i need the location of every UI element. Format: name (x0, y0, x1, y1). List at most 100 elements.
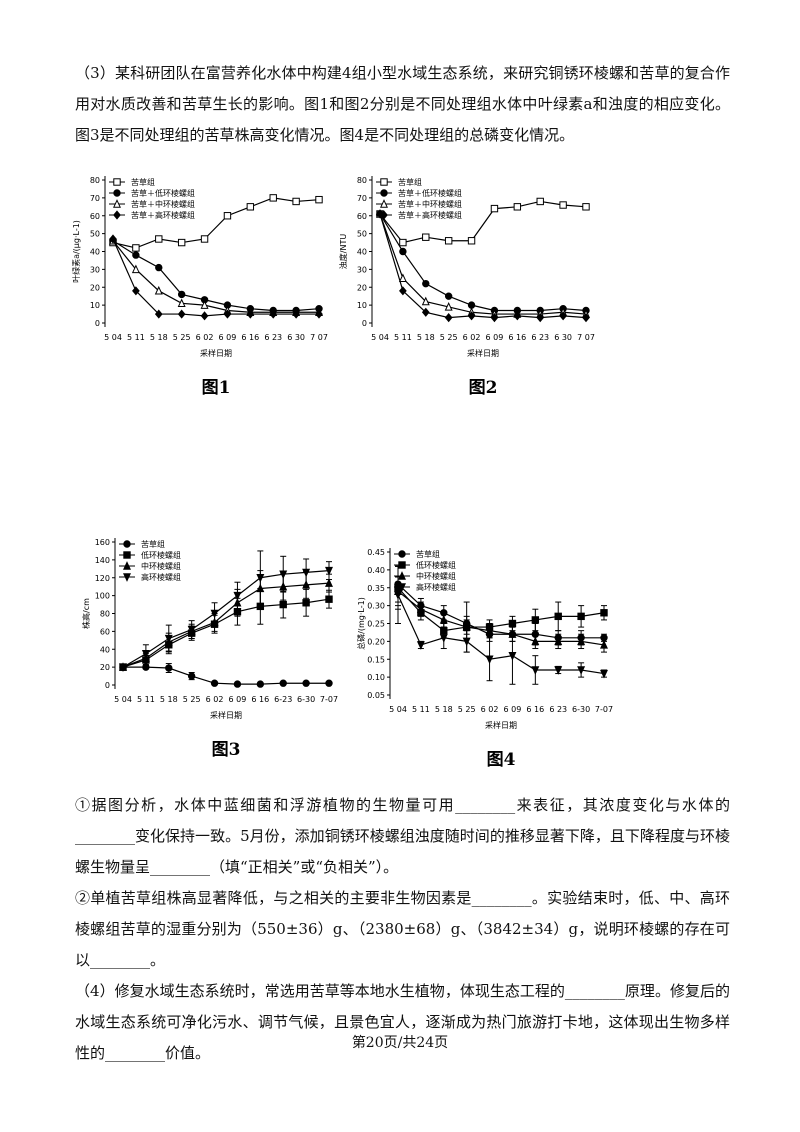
marker (577, 666, 586, 675)
y-tick-label: 0.15 (367, 655, 385, 664)
marker (141, 650, 150, 659)
paragraph: ②单植苦草组株高显著降低，与之相关的主要非生物因素是________。实验结束时… (75, 889, 730, 969)
marker (600, 669, 608, 679)
x-axis-label: 采样日期 (210, 710, 242, 720)
marker (315, 309, 323, 319)
marker (279, 600, 287, 609)
marker (246, 203, 255, 211)
y-tick-label: 40 (90, 248, 100, 257)
marker (416, 604, 425, 613)
y-tick-label: 40 (357, 248, 367, 257)
x-tick-label: 5 18 (150, 333, 168, 342)
legend-label: 苦草＋低环棱螺组 (131, 188, 195, 198)
marker (164, 634, 173, 644)
marker (536, 313, 545, 323)
legend-label: 高环棱螺组 (416, 582, 456, 592)
y-tick-label: 70 (90, 194, 100, 203)
y-tick-label: 10 (90, 301, 100, 310)
x-tick-label: 6 16 (251, 695, 269, 704)
marker (233, 591, 242, 601)
x-tick-label: 7-07 (595, 705, 613, 714)
y-tick-label: 60 (357, 212, 367, 221)
marker (531, 616, 540, 624)
marker (279, 679, 287, 687)
y-axis-label: 株高/cm (81, 598, 91, 629)
y-tick-label: 70 (357, 194, 367, 203)
y-tick-label: 0.40 (367, 566, 385, 575)
series-line (122, 570, 330, 668)
marker (485, 655, 494, 665)
marker (490, 313, 499, 323)
y-tick-label: 0.30 (367, 602, 385, 611)
y-tick-label: 160 (95, 538, 110, 547)
x-tick-label: 5 04 (371, 333, 389, 342)
x-tick-label: 5 11 (394, 333, 412, 342)
series-line (122, 582, 330, 668)
y-tick-label: 0 (105, 681, 110, 690)
series-line (379, 213, 587, 315)
marker (554, 636, 563, 646)
series-line (112, 240, 319, 313)
marker (123, 540, 131, 548)
y-tick-label: 40 (100, 645, 110, 654)
x-tick-label: 6-30 (297, 695, 315, 704)
marker (119, 663, 127, 673)
marker (302, 568, 311, 578)
figure: 0.05 0.10 0.15 0.20 0.25 0.30 0.35 0.40 0.45 5 04… (356, 548, 613, 770)
y-tick-label: 30 (90, 265, 100, 274)
legend-label: 苦草组 (131, 177, 155, 187)
x-tick-label: 6 30 (554, 333, 572, 342)
series-line (112, 197, 320, 249)
x-tick-label: 6 02 (196, 333, 214, 342)
marker (582, 313, 590, 323)
legend-label: 苦草＋中环棱螺组 (398, 199, 462, 209)
page-footer: 第20页/共24页 (351, 1035, 449, 1051)
y-tick-label: 10 (357, 301, 367, 310)
figure: 0 10 20 30 40 50 60 70 80 5 04 5 11 5 18 5 25 6 02 6 0… (338, 176, 595, 398)
marker (200, 235, 209, 243)
x-tick-label: 5 04 (389, 705, 407, 714)
marker (187, 672, 196, 680)
marker (416, 641, 425, 650)
marker (302, 599, 310, 607)
marker (399, 247, 407, 256)
y-tick-label: 0.10 (367, 673, 385, 682)
marker (398, 550, 406, 558)
marker (269, 194, 277, 202)
x-tick-label: 6 16 (241, 333, 259, 342)
y-axis-label: 总磷/(mg·L-1) (356, 597, 366, 650)
marker (132, 251, 140, 259)
x-tick-label: 5 25 (183, 695, 201, 704)
legend-label: 低环棱螺组 (141, 550, 181, 560)
marker (559, 201, 567, 209)
marker (380, 178, 388, 186)
marker (113, 199, 121, 208)
y-tick-label: 0.25 (367, 620, 385, 629)
marker (421, 307, 430, 317)
y-tick-label: 20 (100, 663, 110, 672)
figure: 0 10 20 30 40 50 60 70 80 5 04 5 11 5 18 5 25 6 02 6 0… (71, 176, 328, 398)
y-tick-label: 140 (95, 556, 110, 565)
legend-label: 高环棱螺组 (141, 572, 181, 582)
marker (123, 551, 131, 559)
questions: ①据图分析，水体中蓝细菌和浮游植物的生物量可用________来表征，其浓度变化… (75, 790, 730, 1069)
marker (600, 609, 608, 617)
marker (123, 573, 131, 582)
marker (325, 578, 333, 587)
series-line (397, 590, 605, 646)
x-tick-label: 7 07 (577, 333, 595, 342)
legend-label: 苦草＋高环棱螺组 (131, 210, 195, 220)
marker (177, 238, 186, 247)
marker (554, 666, 563, 675)
legend-label: 苦草＋中环棱螺组 (131, 199, 195, 209)
y-tick-label: 0.35 (367, 584, 385, 593)
x-tick-label: 5 18 (417, 333, 435, 342)
marker (582, 203, 590, 211)
series-line (123, 666, 329, 685)
x-tick-label: 6 02 (206, 695, 224, 704)
marker (394, 591, 402, 600)
marker (200, 300, 209, 309)
marker (536, 197, 544, 206)
x-tick-label: 5 11 (137, 695, 155, 704)
